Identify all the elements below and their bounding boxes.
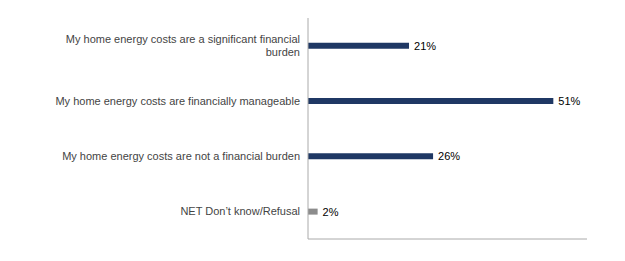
svg-text:26%: 26% [438,150,460,162]
svg-text:51%: 51% [558,95,580,107]
svg-text:My home energy costs are a sig: My home energy costs are a significant f… [66,33,300,58]
svg-text:My home energy costs are not a: My home energy costs are not a financial… [62,150,300,162]
svg-text:NET Don’t know/Refusal: NET Don’t know/Refusal [180,205,300,217]
svg-text:My home energy costs are finan: My home energy costs are financially man… [55,95,300,107]
svg-text:21%: 21% [414,40,436,52]
svg-text:2%: 2% [323,206,339,218]
